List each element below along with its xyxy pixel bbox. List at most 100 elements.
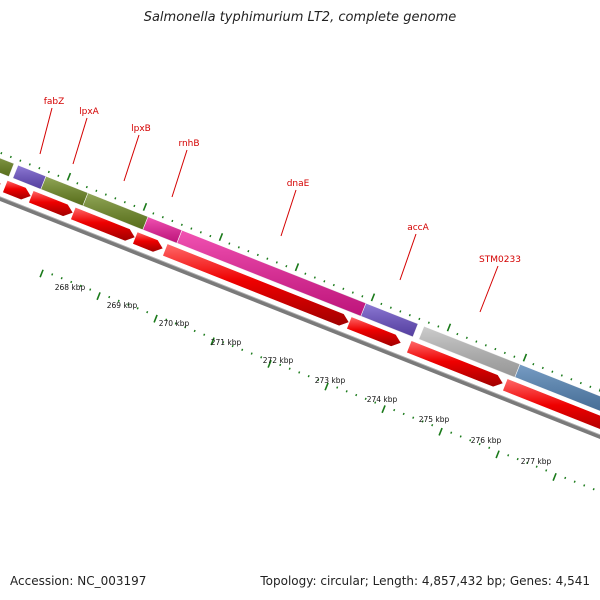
outer-tick <box>218 233 224 242</box>
outer-tick <box>370 293 376 302</box>
outer-tick <box>380 302 383 306</box>
outer-tick <box>361 295 364 298</box>
kbp-tick-label: 271 kbp <box>211 338 242 347</box>
outer-tick <box>399 310 402 313</box>
outer-tick <box>19 159 22 162</box>
inner-tick <box>288 367 291 370</box>
inner-tick <box>96 292 101 301</box>
gene-arrow <box>0 181 2 186</box>
inner-tick <box>117 299 120 303</box>
kbp-tick-label: 272 kbp <box>263 356 294 365</box>
gene-callout-line <box>399 233 417 281</box>
gene-label-stm0233: STM0233 <box>479 255 521 265</box>
outer-tick <box>532 362 535 366</box>
inner-tick <box>79 284 82 287</box>
gene-callout-line <box>123 134 140 182</box>
gene-label-lpxb: lpxB <box>131 124 151 134</box>
outer-tick <box>484 344 487 347</box>
inner-tick <box>421 420 424 423</box>
gene-arrow <box>2 179 32 201</box>
inner-tick <box>552 472 557 481</box>
inner-tick <box>108 295 111 299</box>
inner-tick <box>324 382 329 391</box>
backbone-track <box>0 196 600 440</box>
gene-label-dnae: dnaE <box>287 179 310 189</box>
gene-callouts: fabZ lpxA lpxB rnhB dnaE accA STM0233 <box>39 97 521 313</box>
inner-tick <box>402 412 405 416</box>
outer-tick <box>304 272 307 275</box>
inner-tick <box>431 423 434 427</box>
kbp-tick-track: 268 kbp 269 kbp 270 kbp 271 kbp 272 kbp 273 k… <box>39 269 595 491</box>
outer-tick <box>446 323 452 332</box>
outer-tick <box>313 276 316 279</box>
inner-tick <box>241 348 244 352</box>
outer-tick <box>418 317 421 321</box>
outer-tick <box>123 200 126 204</box>
inner-tick <box>60 277 63 280</box>
inner-tick <box>495 450 500 459</box>
outer-tick <box>323 280 326 283</box>
inner-tick <box>89 288 92 291</box>
kbp-tick-label: 277 kbp <box>521 457 552 466</box>
outer-tick <box>589 385 592 388</box>
cog-block-shade <box>0 157 14 177</box>
inner-tick <box>336 386 339 389</box>
backbone-highlight <box>0 196 600 436</box>
outer-tick <box>332 283 335 287</box>
inner-tick <box>564 476 567 480</box>
outer-tick <box>427 321 430 324</box>
outer-tick <box>351 291 354 294</box>
outer-tick <box>541 366 544 370</box>
inner-tick <box>210 337 215 346</box>
outer-tick <box>456 332 459 336</box>
inner-tick <box>345 390 348 393</box>
gene-callout-line <box>280 189 297 237</box>
gene-arrow <box>162 243 350 327</box>
gene-label-acca: accA <box>407 223 429 233</box>
gene-callout-line <box>171 149 188 198</box>
outer-tick <box>152 212 155 215</box>
gene-arrow <box>28 190 74 217</box>
cog-block-shade <box>514 364 600 412</box>
kbp-tick-label: 268 kbp <box>55 283 86 292</box>
inner-tick <box>381 405 386 414</box>
outer-tick <box>465 336 468 339</box>
inner-tick <box>469 439 472 442</box>
inner-tick <box>136 307 139 310</box>
inner-tick <box>592 488 595 491</box>
inner-tick <box>364 397 367 400</box>
inner-tick <box>535 465 538 468</box>
inner-tick <box>260 356 263 359</box>
outer-tick <box>294 263 300 272</box>
kbp-tick-label: 273 kbp <box>315 376 346 385</box>
outer-tick <box>38 167 41 170</box>
kbp-tick-label: 270 kbp <box>159 319 190 328</box>
gene-arrow <box>406 340 504 388</box>
inner-tick <box>298 371 301 374</box>
inner-tick <box>488 446 491 449</box>
inner-tick <box>279 363 282 367</box>
kbp-tick-label: 276 kbp <box>471 436 502 445</box>
outer-tick <box>522 353 528 362</box>
outer-tick <box>266 257 269 260</box>
inner-tick <box>450 431 453 434</box>
cog-block-shade <box>360 303 418 337</box>
outer-tick <box>28 163 31 166</box>
gene-arrow-track <box>0 179 600 430</box>
gene-arrow <box>132 231 164 253</box>
outer-tick <box>389 306 392 309</box>
inner-tick <box>393 408 396 412</box>
outer-tick <box>228 242 231 245</box>
inner-tick <box>146 310 149 314</box>
accession-label: Accession: NC_003197 <box>10 574 147 588</box>
inner-tick <box>317 378 320 382</box>
gene-callout-line <box>479 265 499 313</box>
outer-tick <box>551 370 554 373</box>
outer-tick <box>47 170 50 174</box>
outer-tick <box>237 246 240 249</box>
outer-tick <box>9 155 12 159</box>
inner-tick <box>459 435 462 438</box>
inner-tick <box>507 454 510 457</box>
outer-tick <box>513 355 516 358</box>
